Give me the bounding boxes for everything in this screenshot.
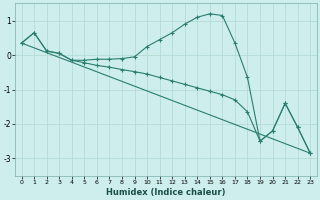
X-axis label: Humidex (Indice chaleur): Humidex (Indice chaleur) [106, 188, 226, 197]
